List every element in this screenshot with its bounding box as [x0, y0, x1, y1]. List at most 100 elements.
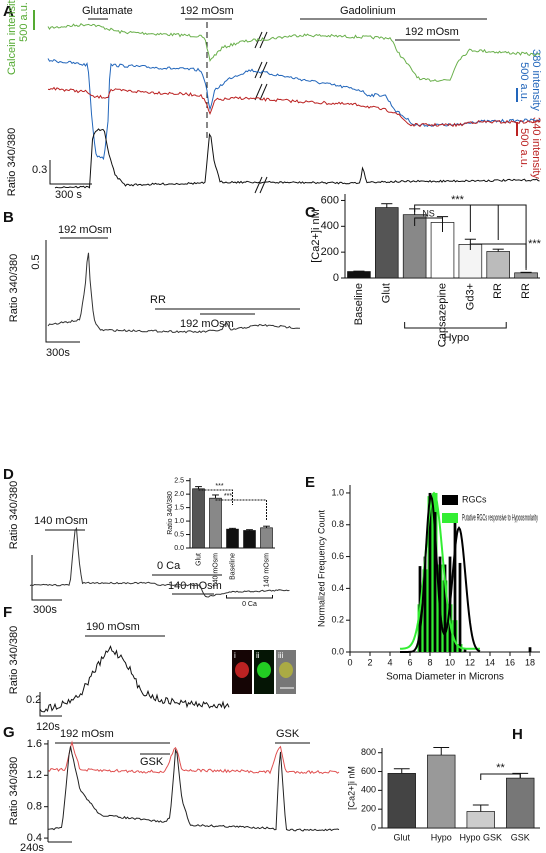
y-tick-label: 400 — [361, 785, 376, 795]
scale-label: 300 s — [55, 189, 82, 201]
trace — [54, 128, 540, 189]
trace — [29, 526, 290, 598]
hist-bar — [423, 556, 427, 652]
y-tick-label: 600 — [321, 194, 339, 206]
x-tick-label: 12 — [465, 657, 475, 667]
x-tick-label: 18 — [525, 657, 535, 667]
bar — [347, 271, 371, 279]
x-tick-label: RR — [520, 283, 532, 299]
y-tick-label: 2.5 — [174, 478, 184, 485]
y-label: Ratio 340/380 — [8, 254, 20, 323]
y-tick-label: 0.0 — [174, 545, 184, 552]
bar — [402, 214, 427, 279]
y-tick-label: 0.8 — [27, 801, 42, 813]
bar — [427, 754, 456, 829]
annotation: 192 mOsm — [180, 5, 234, 17]
inset-label: iii — [278, 651, 284, 660]
trace — [47, 252, 301, 334]
panel-label: A — [3, 3, 14, 20]
x-tick-label: 6 — [407, 657, 412, 667]
y-tick-label: 0.4 — [331, 583, 344, 593]
y-label: [Ca2+]i nM — [346, 766, 356, 810]
hist-bar — [428, 492, 432, 652]
y-tick-label: 0.8 — [331, 519, 344, 529]
annotation: 192 mOsm — [58, 224, 112, 236]
scale-label: 500 a.u. — [518, 62, 530, 102]
y-tick-label: 0.4 — [27, 832, 42, 844]
x-label: Soma Diameter in Microns — [386, 672, 504, 683]
scale-bar — [45, 240, 80, 343]
significance: NS — [422, 208, 435, 218]
legend-label: Putative RGCs responsive to Hypoosmolari… — [462, 512, 538, 522]
panel-label: F — [3, 604, 12, 621]
x-tick-label: RR — [492, 283, 504, 299]
bar — [466, 811, 495, 829]
x-tick-label: Gd3+ — [464, 283, 476, 310]
trace — [47, 22, 541, 82]
y-label: Ratio 340/380 — [167, 491, 174, 535]
hist-bar — [443, 564, 447, 652]
y-tick-label: 2.0 — [174, 491, 184, 498]
bar — [486, 251, 510, 279]
x-tick-label: 2 — [367, 657, 372, 667]
bracket — [480, 773, 521, 780]
y-label: 380 intensity — [530, 49, 542, 111]
legend-swatch — [442, 495, 458, 505]
hist-bar — [463, 648, 467, 652]
trace — [47, 740, 340, 775]
y-tick-label: 0 — [371, 822, 376, 832]
bar — [209, 497, 222, 549]
x-tick-label: Glut — [393, 832, 410, 842]
trace — [47, 58, 541, 161]
x-tick-label: 0 — [347, 657, 352, 667]
significance: *** — [224, 493, 232, 500]
y-tick-label: 0.0 — [331, 646, 344, 656]
hist-bar — [453, 521, 457, 652]
y-label: Ratio 340/380 — [8, 481, 20, 550]
significance: *** — [528, 238, 542, 250]
bracket — [414, 217, 443, 232]
bar — [387, 773, 416, 829]
bracket — [414, 204, 471, 232]
y-label: Ratio 340/380 — [6, 128, 18, 197]
panel-label: C — [305, 204, 316, 221]
y-tick-label: 0.5 — [174, 531, 184, 538]
y-label: Normalized Frequency Count — [316, 509, 326, 627]
panel-label: G — [3, 724, 15, 741]
annotation: Gadolinium — [340, 5, 396, 17]
annotation: GSK — [276, 728, 300, 740]
panel-label: E — [305, 474, 315, 491]
annotation: Glutamate — [82, 5, 133, 17]
scale-label: 300s — [33, 604, 57, 616]
y-tick-label: 0.6 — [331, 551, 344, 561]
x-tick-label: Baseline — [229, 553, 236, 580]
x-tick-label: 140 mOsm — [212, 553, 219, 587]
x-tick-label: 14 — [485, 657, 495, 667]
hist-bar — [433, 512, 437, 652]
panel-label: B — [3, 209, 14, 226]
bar — [226, 528, 239, 549]
y-tick-label: 1.2 — [27, 769, 42, 781]
fit-curve — [399, 491, 480, 650]
scale-label: 0.5 — [30, 254, 42, 269]
bar — [192, 488, 205, 549]
scale-bar — [39, 692, 62, 717]
legend-label: RGCs — [462, 494, 487, 504]
annotation: 190 mOsm — [86, 621, 140, 633]
annotation: 192 mOsm — [180, 318, 234, 330]
bar — [514, 272, 538, 279]
y-label: 340 intensity — [530, 117, 542, 179]
scale-label: 500 a.u. — [18, 2, 30, 42]
y-tick-label: 1.0 — [331, 487, 344, 497]
y-tick-label: 200 — [361, 804, 376, 814]
significance: ** — [496, 762, 505, 774]
inset-label: ii — [256, 651, 260, 660]
annotation: GSK — [140, 756, 164, 768]
bracket — [469, 243, 527, 268]
y-tick-label: 1.6 — [27, 738, 42, 750]
x-tick-label: 16 — [505, 657, 515, 667]
x-tick-label: Glut — [195, 553, 202, 566]
x-tick-label: Glut — [381, 283, 393, 303]
panel-label: D — [3, 466, 14, 483]
